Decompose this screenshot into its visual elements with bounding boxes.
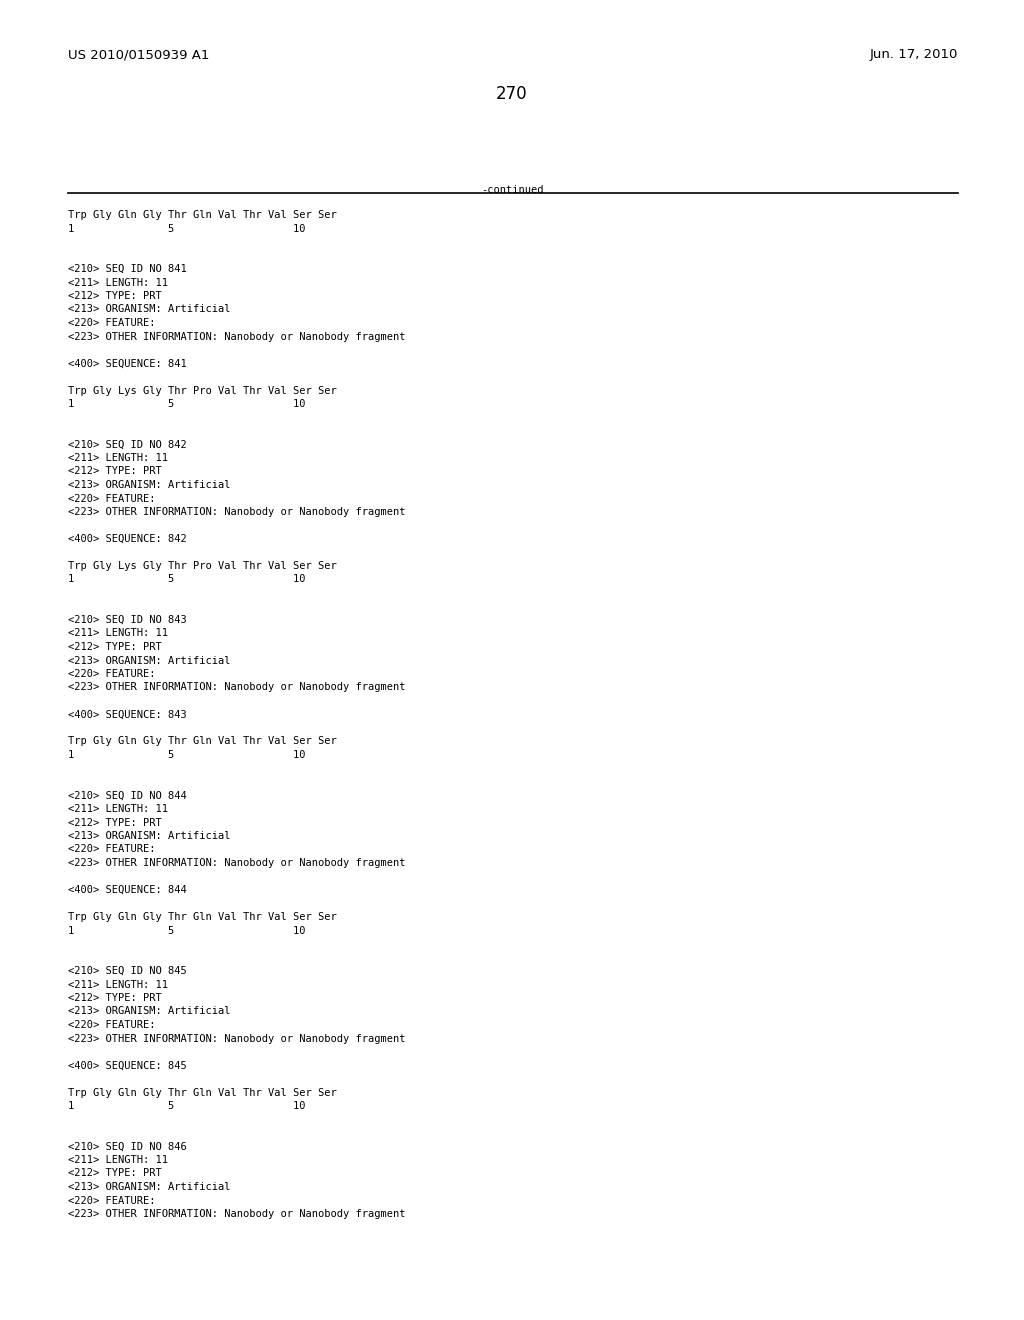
Text: <223> OTHER INFORMATION: Nanobody or Nanobody fragment: <223> OTHER INFORMATION: Nanobody or Nan… [68,1034,406,1044]
Text: <400> SEQUENCE: 841: <400> SEQUENCE: 841 [68,359,186,368]
Text: <211> LENGTH: 11: <211> LENGTH: 11 [68,804,168,814]
Text: <210> SEQ ID NO 845: <210> SEQ ID NO 845 [68,966,186,975]
Text: <210> SEQ ID NO 842: <210> SEQ ID NO 842 [68,440,186,450]
Text: Trp Gly Lys Gly Thr Pro Val Thr Val Ser Ser: Trp Gly Lys Gly Thr Pro Val Thr Val Ser … [68,385,337,396]
Text: 1               5                   10: 1 5 10 [68,399,305,409]
Text: -continued: -continued [480,185,544,195]
Text: <212> TYPE: PRT: <212> TYPE: PRT [68,466,162,477]
Text: 1               5                   10: 1 5 10 [68,574,305,585]
Text: <223> OTHER INFORMATION: Nanobody or Nanobody fragment: <223> OTHER INFORMATION: Nanobody or Nan… [68,682,406,693]
Text: <220> FEATURE:: <220> FEATURE: [68,494,156,503]
Text: <220> FEATURE:: <220> FEATURE: [68,1196,156,1205]
Text: <211> LENGTH: 11: <211> LENGTH: 11 [68,979,168,990]
Text: <211> LENGTH: 11: <211> LENGTH: 11 [68,277,168,288]
Text: <220> FEATURE:: <220> FEATURE: [68,669,156,678]
Text: 1               5                   10: 1 5 10 [68,750,305,760]
Text: <220> FEATURE:: <220> FEATURE: [68,318,156,327]
Text: Trp Gly Gln Gly Thr Gln Val Thr Val Ser Ser: Trp Gly Gln Gly Thr Gln Val Thr Val Ser … [68,210,337,220]
Text: <210> SEQ ID NO 841: <210> SEQ ID NO 841 [68,264,186,275]
Text: <211> LENGTH: 11: <211> LENGTH: 11 [68,628,168,639]
Text: Trp Gly Gln Gly Thr Gln Val Thr Val Ser Ser: Trp Gly Gln Gly Thr Gln Val Thr Val Ser … [68,1088,337,1097]
Text: <212> TYPE: PRT: <212> TYPE: PRT [68,993,162,1003]
Text: <211> LENGTH: 11: <211> LENGTH: 11 [68,453,168,463]
Text: <210> SEQ ID NO 844: <210> SEQ ID NO 844 [68,791,186,800]
Text: <213> ORGANISM: Artificial: <213> ORGANISM: Artificial [68,832,230,841]
Text: <223> OTHER INFORMATION: Nanobody or Nanobody fragment: <223> OTHER INFORMATION: Nanobody or Nan… [68,507,406,517]
Text: <220> FEATURE:: <220> FEATURE: [68,1020,156,1030]
Text: <400> SEQUENCE: 842: <400> SEQUENCE: 842 [68,535,186,544]
Text: <212> TYPE: PRT: <212> TYPE: PRT [68,817,162,828]
Text: Trp Gly Lys Gly Thr Pro Val Thr Val Ser Ser: Trp Gly Lys Gly Thr Pro Val Thr Val Ser … [68,561,337,572]
Text: 1               5                   10: 1 5 10 [68,223,305,234]
Text: <223> OTHER INFORMATION: Nanobody or Nanobody fragment: <223> OTHER INFORMATION: Nanobody or Nan… [68,858,406,869]
Text: <210> SEQ ID NO 846: <210> SEQ ID NO 846 [68,1142,186,1151]
Text: <213> ORGANISM: Artificial: <213> ORGANISM: Artificial [68,1181,230,1192]
Text: <213> ORGANISM: Artificial: <213> ORGANISM: Artificial [68,480,230,490]
Text: <213> ORGANISM: Artificial: <213> ORGANISM: Artificial [68,305,230,314]
Text: <213> ORGANISM: Artificial: <213> ORGANISM: Artificial [68,1006,230,1016]
Text: <211> LENGTH: 11: <211> LENGTH: 11 [68,1155,168,1166]
Text: <223> OTHER INFORMATION: Nanobody or Nanobody fragment: <223> OTHER INFORMATION: Nanobody or Nan… [68,331,406,342]
Text: <212> TYPE: PRT: <212> TYPE: PRT [68,1168,162,1179]
Text: <210> SEQ ID NO 843: <210> SEQ ID NO 843 [68,615,186,624]
Text: <213> ORGANISM: Artificial: <213> ORGANISM: Artificial [68,656,230,665]
Text: 1               5                   10: 1 5 10 [68,1101,305,1111]
Text: US 2010/0150939 A1: US 2010/0150939 A1 [68,48,209,61]
Text: Jun. 17, 2010: Jun. 17, 2010 [869,48,958,61]
Text: <212> TYPE: PRT: <212> TYPE: PRT [68,642,162,652]
Text: 1               5                   10: 1 5 10 [68,925,305,936]
Text: <220> FEATURE:: <220> FEATURE: [68,845,156,854]
Text: <400> SEQUENCE: 844: <400> SEQUENCE: 844 [68,884,186,895]
Text: <400> SEQUENCE: 845: <400> SEQUENCE: 845 [68,1060,186,1071]
Text: Trp Gly Gln Gly Thr Gln Val Thr Val Ser Ser: Trp Gly Gln Gly Thr Gln Val Thr Val Ser … [68,737,337,747]
Text: <400> SEQUENCE: 843: <400> SEQUENCE: 843 [68,710,186,719]
Text: <212> TYPE: PRT: <212> TYPE: PRT [68,290,162,301]
Text: Trp Gly Gln Gly Thr Gln Val Thr Val Ser Ser: Trp Gly Gln Gly Thr Gln Val Thr Val Ser … [68,912,337,921]
Text: 270: 270 [497,84,527,103]
Text: <223> OTHER INFORMATION: Nanobody or Nanobody fragment: <223> OTHER INFORMATION: Nanobody or Nan… [68,1209,406,1218]
